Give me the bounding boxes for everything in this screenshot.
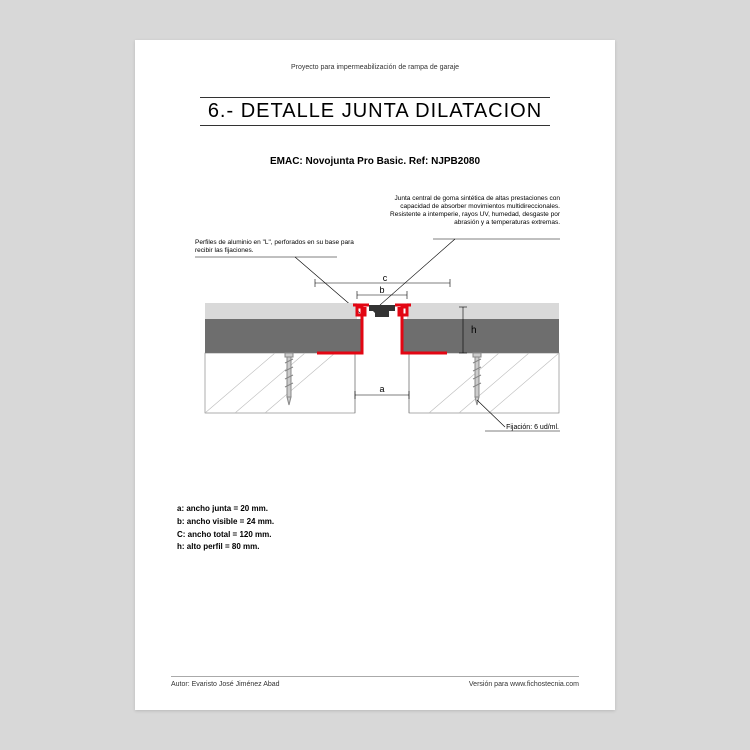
section-title-text: 6.- DETALLE JUNTA DILATACION [200,97,550,126]
callout-left: Perfiles de aluminio en "L", perforados … [195,239,354,254]
legend-a: a: ancho junta = 20 mm. [177,503,579,516]
dim-b: b [379,285,384,295]
section-title: 6.- DETALLE JUNTA DILATACION [171,97,579,128]
legend-c: C: ancho total = 120 mm. [177,529,579,542]
callout-fixation: Fijación: 6 ud/ml. [506,424,559,431]
legend-b: b: ancho visible = 24 mm. [177,516,579,529]
dim-c: c [383,273,388,283]
rubber-insert [369,305,395,317]
callout-right: Junta central de goma sintética de altas… [390,195,560,226]
project-header: Proyecto para impermeabilización de ramp… [171,64,579,71]
page-footer: Autor: Evaristo José Jiménez Abad Versió… [171,676,579,688]
expansion-joint-diagram: Junta central de goma sintética de altas… [185,195,565,465]
legend: a: ancho junta = 20 mm. b: ancho visible… [177,503,579,554]
footer-version: Versión para www.fichostecnia.com [469,681,579,688]
product-ref: EMAC: Novojunta Pro Basic. Ref: NJPB2080 [171,156,579,167]
dim-h: h [471,325,477,336]
footer-author: Autor: Evaristo José Jiménez Abad [171,681,280,688]
dim-a: a [379,384,384,394]
legend-h: h: alto perfil = 80 mm. [177,541,579,554]
document-page: Proyecto para impermeabilización de ramp… [135,40,615,710]
diagram-svg: Junta central de goma sintética de altas… [185,195,565,465]
